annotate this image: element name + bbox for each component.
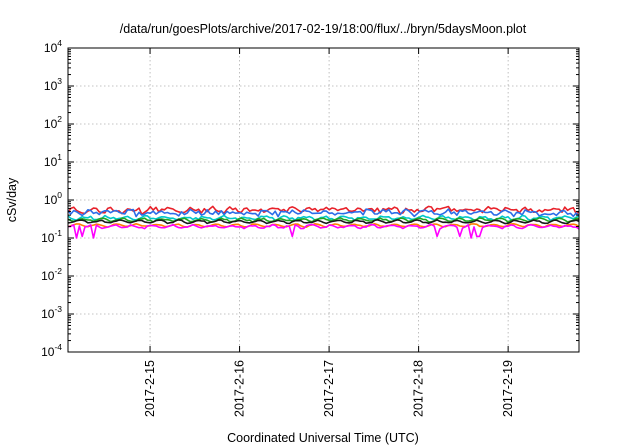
y-axis-label: cSv/day [5, 177, 19, 222]
y-tick-label: 104 [44, 38, 62, 55]
y-tick-label: 10-1 [41, 228, 62, 245]
series-line [67, 208, 580, 218]
y-tick-label: 100 [44, 190, 62, 207]
y-tick-label: 10-3 [41, 304, 62, 321]
grid [68, 48, 579, 352]
y-tick-label: 102 [44, 114, 62, 131]
x-tick-label: 2017-2-18 [412, 360, 426, 417]
x-tick-label: 2017-2-15 [143, 360, 157, 417]
series-line [67, 222, 580, 228]
x-tick-label: 2017-2-17 [322, 360, 336, 417]
x-axis: 2017-2-15 2017-2-16 2017-2-17 2017-2-18 2017… [143, 48, 515, 417]
x-tick-label: 2017-2-16 [233, 360, 247, 417]
x-tick-label: 2017-2-19 [501, 360, 515, 417]
series-line [67, 219, 580, 225]
chart-title: /data/run/goesPlots/archive/2017-02-19/1… [120, 22, 527, 36]
x-axis-label: Coordinated Universal Time (UTC) [227, 431, 419, 445]
series-line [67, 205, 580, 216]
y-tick-label: 10-4 [41, 342, 62, 359]
y-tick-label: 103 [44, 76, 62, 93]
series-group [67, 205, 580, 239]
y-tick-label: 10-2 [41, 266, 62, 283]
series-line [67, 223, 580, 239]
y-axis: 10-4 10-3 10-2 10-1 100 101 102 103 104 [41, 38, 579, 359]
y-tick-label: 101 [44, 152, 62, 169]
